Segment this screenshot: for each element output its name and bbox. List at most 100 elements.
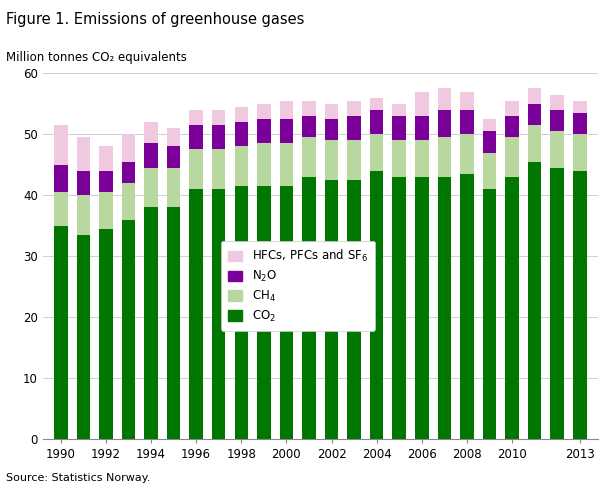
Bar	[415, 140, 429, 177]
Bar	[144, 168, 158, 207]
Bar	[325, 180, 339, 439]
Bar	[528, 162, 542, 439]
Text: Figure 1. Emissions of greenhouse gases: Figure 1. Emissions of greenhouse gases	[6, 12, 304, 27]
Bar	[167, 168, 181, 207]
Bar	[528, 88, 542, 103]
Bar	[437, 177, 451, 439]
Bar	[505, 137, 519, 177]
Bar	[370, 110, 384, 134]
Bar	[144, 143, 158, 168]
Bar	[325, 103, 339, 119]
Bar	[573, 113, 587, 134]
Bar	[460, 174, 474, 439]
Bar	[302, 137, 316, 177]
Bar	[347, 116, 361, 141]
Bar	[234, 107, 248, 122]
Text: Source: Statistics Norway.: Source: Statistics Norway.	[6, 473, 151, 483]
Bar	[370, 98, 384, 110]
Bar	[437, 88, 451, 110]
Bar	[167, 146, 181, 168]
Bar	[370, 171, 384, 439]
Bar	[302, 101, 316, 116]
Bar	[279, 119, 293, 143]
Bar	[279, 101, 293, 119]
Bar	[392, 116, 406, 141]
Bar	[347, 141, 361, 180]
Bar	[437, 110, 451, 137]
Bar	[437, 137, 451, 177]
Bar	[573, 171, 587, 439]
Bar	[302, 116, 316, 137]
Bar	[460, 110, 474, 134]
Bar	[325, 119, 339, 141]
Bar	[121, 134, 135, 162]
Bar	[460, 92, 474, 110]
Bar	[257, 119, 271, 143]
Bar	[415, 177, 429, 439]
Bar	[189, 110, 203, 125]
Bar	[99, 171, 113, 192]
Bar	[234, 122, 248, 146]
Bar	[505, 101, 519, 116]
Bar	[483, 152, 497, 189]
Bar	[415, 92, 429, 116]
Bar	[460, 134, 474, 174]
Bar	[528, 103, 542, 125]
Bar	[144, 122, 158, 143]
Bar	[76, 171, 90, 195]
Bar	[121, 183, 135, 220]
Bar	[234, 146, 248, 186]
Text: Million tonnes CO₂ equivalents: Million tonnes CO₂ equivalents	[6, 51, 187, 64]
Bar	[121, 220, 135, 439]
Bar	[370, 134, 384, 171]
Bar	[325, 141, 339, 180]
Bar	[257, 143, 271, 186]
Bar	[505, 177, 519, 439]
Bar	[347, 180, 361, 439]
Bar	[415, 116, 429, 141]
Legend: HFCs, PFCs and SF$_6$, N$_2$O, CH$_4$, CO$_2$: HFCs, PFCs and SF$_6$, N$_2$O, CH$_4$, C…	[221, 241, 375, 331]
Bar	[483, 189, 497, 439]
Bar	[212, 189, 226, 439]
Bar	[550, 95, 564, 110]
Bar	[54, 225, 68, 439]
Bar	[528, 125, 542, 162]
Bar	[76, 235, 90, 439]
Bar	[550, 110, 564, 131]
Bar	[167, 207, 181, 439]
Bar	[257, 186, 271, 439]
Bar	[392, 140, 406, 177]
Bar	[54, 165, 68, 192]
Bar	[76, 195, 90, 235]
Bar	[189, 125, 203, 149]
Bar	[234, 186, 248, 439]
Bar	[550, 168, 564, 439]
Bar	[144, 207, 158, 439]
Bar	[99, 192, 113, 229]
Bar	[505, 116, 519, 137]
Bar	[392, 104, 406, 116]
Bar	[483, 119, 497, 131]
Bar	[99, 146, 113, 171]
Bar	[121, 162, 135, 183]
Bar	[212, 110, 226, 125]
Bar	[483, 131, 497, 152]
Bar	[392, 177, 406, 439]
Bar	[573, 134, 587, 171]
Bar	[279, 143, 293, 186]
Bar	[189, 149, 203, 189]
Bar	[257, 103, 271, 119]
Bar	[302, 177, 316, 439]
Bar	[167, 128, 181, 146]
Bar	[279, 186, 293, 439]
Bar	[550, 131, 564, 168]
Bar	[54, 125, 68, 164]
Bar	[347, 101, 361, 116]
Bar	[54, 192, 68, 225]
Bar	[99, 229, 113, 439]
Bar	[189, 189, 203, 439]
Bar	[212, 149, 226, 189]
Bar	[76, 137, 90, 171]
Bar	[212, 125, 226, 149]
Bar	[573, 101, 587, 113]
